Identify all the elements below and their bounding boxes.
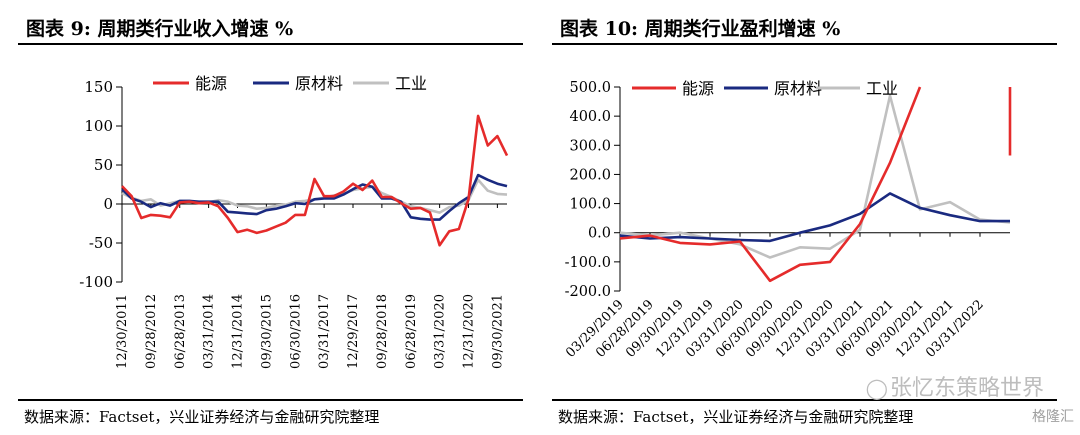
y-tick-label: -100.0	[565, 255, 611, 271]
x-tick-label: 09/28/2012	[144, 294, 159, 369]
source-rule	[18, 399, 523, 401]
x-tick-label: 03/31/2014	[202, 294, 217, 369]
series-line-能源	[619, 86, 922, 283]
x-tick-label: 12/30/2011	[115, 294, 130, 369]
y-tick-label: 100	[84, 117, 113, 135]
y-tick-label: -100	[79, 273, 113, 291]
chart-panel-profit: 图表 10: 周期类行业盈利增速 % 500.0 400.0 300.0 200.0 1…	[552, 0, 1072, 435]
y-tick-label: 500.0	[569, 80, 611, 96]
y-tick-label: 0	[103, 195, 113, 213]
series-line-能源	[121, 114, 509, 247]
chart-title: 图表 10: 周期类行业盈利增速 %	[560, 18, 841, 40]
source-note: 数据来源：Factset，兴业证券经济与金融研究院整理	[558, 408, 914, 426]
title-rule	[552, 43, 1057, 45]
x-tick-label: 09/28/2018	[375, 294, 390, 369]
x-tick-label: 06/30/2016	[288, 294, 303, 369]
x-tick-label: 12/31/2014	[231, 294, 246, 369]
legend-label: 工业	[395, 74, 427, 93]
chat-bubble-icon: ◯	[865, 376, 888, 400]
x-tick-label: 06/28/2019	[404, 294, 419, 369]
y-tick-label: 400.0	[569, 109, 611, 125]
legend-label: 能源	[195, 74, 227, 93]
chart-panel-revenue: 图表 9: 周期类行业收入增速 % 150 100 50 0 -50 -100 12/30/…	[18, 0, 538, 435]
legend-label: 原材料	[774, 79, 822, 98]
y-tick-label: -50	[89, 234, 113, 252]
chart-title: 图表 9: 周期类行业收入增速 %	[26, 18, 294, 40]
legend-label: 工业	[866, 79, 898, 98]
legend-label: 原材料	[295, 74, 343, 93]
y-tick-label: 100.0	[569, 197, 611, 213]
y-tick-label: 300.0	[569, 138, 611, 154]
x-tick-label: 12/31/2020	[462, 294, 477, 369]
x-tick-label: 09/30/2015	[259, 294, 274, 369]
profit-growth-chart: 500.0 400.0 300.0 200.0 100.0 0.0 -100.0 -200.0…	[563, 79, 1012, 361]
title-rule	[18, 43, 523, 45]
x-tick-label: 06/28/2013	[173, 294, 188, 369]
watermark: ◯张忆东策略世界	[866, 370, 1044, 402]
y-tick-label: 200.0	[569, 167, 611, 183]
x-tick-label: 12/29/2017	[346, 294, 361, 369]
watermark-text: 张忆东策略世界	[889, 376, 1044, 401]
source-rule	[552, 399, 1057, 401]
x-tick-label: 03/31/2020	[433, 294, 448, 369]
watermark-badge: 格隆汇	[1032, 409, 1074, 425]
legend-label: 能源	[682, 79, 714, 98]
x-tick-label: 09/30/2021	[490, 294, 505, 369]
y-tick-label: -200.0	[565, 284, 611, 300]
y-tick-label: 150	[84, 78, 113, 96]
series-line-原材料	[619, 192, 1010, 243]
source-note: 数据来源：Factset，兴业证券经济与金融研究院整理	[24, 408, 380, 426]
series-line-工业	[619, 94, 1011, 259]
y-tick-label: 50	[94, 156, 113, 174]
y-tick-label: 0.0	[588, 226, 611, 242]
x-tick-label: 03/31/2017	[317, 294, 332, 369]
